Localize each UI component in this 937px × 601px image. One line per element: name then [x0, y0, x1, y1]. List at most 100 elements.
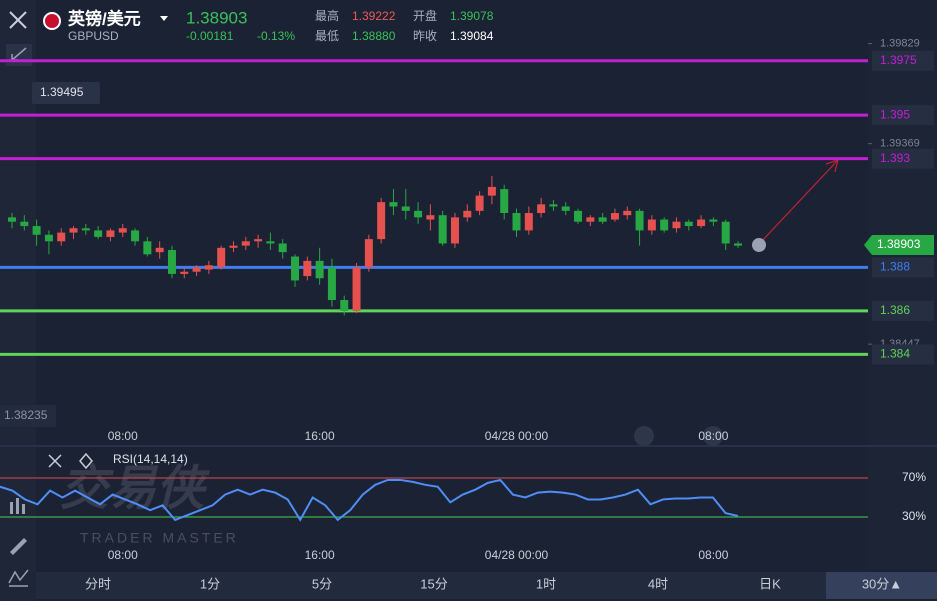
quote-change: -0.00181	[186, 29, 234, 43]
candle-body	[303, 260, 312, 277]
timeframe-tab[interactable]: 4时	[648, 576, 668, 591]
candle-body	[524, 213, 533, 231]
candle-body	[660, 219, 669, 231]
candle-body	[475, 195, 484, 211]
event-marker[interactable]	[634, 426, 654, 446]
x-tick-label: 08:00	[698, 548, 728, 562]
candle-body	[69, 228, 78, 233]
candle-body	[561, 206, 570, 211]
candle-body	[647, 219, 656, 231]
candle-body	[623, 210, 632, 216]
instrument-name[interactable]: 英镑/美元	[68, 8, 141, 28]
fullscreen-button[interactable]	[6, 44, 32, 66]
rsi-settings[interactable]	[79, 452, 93, 470]
rsi-level-label: 30%	[902, 509, 926, 523]
candle-body	[734, 243, 742, 246]
active-tab-bg	[826, 572, 937, 599]
level-tag	[872, 344, 934, 365]
rsi-line	[0, 478, 739, 522]
timeframe-tab[interactable]: 30分▲	[862, 576, 902, 591]
candle-body	[118, 228, 127, 233]
x-tick-label: 16:00	[305, 548, 335, 562]
event-marker[interactable]	[703, 426, 723, 446]
rsi-level-label: 70%	[902, 470, 926, 484]
x-tick-label: 08:00	[108, 548, 138, 562]
stat-label: 昨收	[413, 29, 437, 43]
candle-body	[438, 215, 447, 244]
candle-body	[537, 204, 546, 214]
timeframe-tab[interactable]: 日K	[759, 576, 781, 591]
tooltip: 1.39495	[40, 85, 84, 99]
timeframe-tab[interactable]: 分时	[85, 576, 111, 591]
level-tag	[872, 257, 934, 278]
x-tick-label: 08:00	[698, 429, 728, 443]
candle-body	[463, 210, 472, 218]
close-icon[interactable]	[9, 11, 27, 29]
candle-body	[229, 245, 238, 248]
level-tag	[872, 300, 934, 321]
flag-icon	[43, 12, 61, 30]
candle-body	[672, 221, 681, 229]
indicator-icon[interactable]	[10, 498, 25, 514]
candle-body	[574, 210, 583, 222]
candle-body	[697, 219, 706, 227]
rsi-title: RSI(14,14,14)	[113, 452, 188, 466]
candle-body	[327, 267, 336, 301]
rsi-close[interactable]	[48, 454, 62, 468]
candle-body	[450, 217, 459, 244]
chart-type-icon[interactable]	[8, 569, 29, 587]
candle-body	[586, 217, 595, 222]
tab-bar-bg	[36, 572, 937, 599]
dropdown-arrow[interactable]	[160, 16, 168, 21]
candle-body	[426, 215, 435, 220]
current-price-tag	[864, 234, 934, 255]
candle-body	[44, 234, 53, 242]
level-tag	[872, 148, 934, 169]
candle-body	[389, 202, 398, 207]
quote-price: 1.38903	[186, 8, 247, 27]
candle-body	[340, 300, 349, 311]
timeframe-tab[interactable]: 5分	[312, 576, 332, 591]
candle-body	[635, 210, 644, 231]
stat-value: 1.39222	[352, 9, 396, 23]
y-tick-label: 1.39829	[880, 37, 920, 49]
timeframe-tab[interactable]: 1时	[536, 576, 556, 591]
draw-icon[interactable]	[10, 538, 27, 555]
candle-body	[94, 230, 103, 237]
candle-body	[401, 206, 410, 211]
corner-label: 1.38235	[4, 408, 48, 422]
candle-body	[684, 221, 693, 227]
candle-body	[217, 247, 226, 268]
candle-body	[143, 241, 152, 255]
watermark-subtitle: TRADER MASTER	[80, 530, 239, 546]
corner-box	[0, 405, 56, 427]
panel-divider	[0, 445, 937, 447]
level-tag	[872, 105, 934, 126]
stat-label: 开盘	[413, 8, 437, 23]
candle-body	[278, 243, 287, 253]
candle-body	[180, 271, 189, 274]
level-label: 1.388	[880, 260, 910, 274]
candle-body	[352, 267, 361, 311]
candle-body	[204, 265, 213, 270]
info-icon[interactable]	[752, 238, 766, 252]
tooltip-box	[32, 82, 100, 104]
candle-body	[721, 221, 730, 244]
timeframe-tab[interactable]: 15分	[420, 576, 447, 591]
candle-body	[598, 217, 607, 222]
candle-body	[254, 239, 263, 242]
timeframe-tab[interactable]: 1分	[200, 576, 220, 591]
candle-body	[709, 219, 718, 222]
candle-body	[167, 249, 176, 274]
x-tick-label: 08:00	[108, 429, 138, 443]
candle-body	[241, 241, 250, 246]
x-tick-label: 16:00	[305, 429, 335, 443]
stat-label: 最高	[315, 8, 339, 23]
candle-body	[32, 226, 41, 235]
quote-change-pct: -0.13%	[257, 29, 295, 43]
candle-body	[364, 239, 373, 268]
candle-body	[512, 213, 521, 231]
symbol: GBPUSD	[68, 29, 119, 43]
level-label: 1.384	[880, 347, 910, 361]
